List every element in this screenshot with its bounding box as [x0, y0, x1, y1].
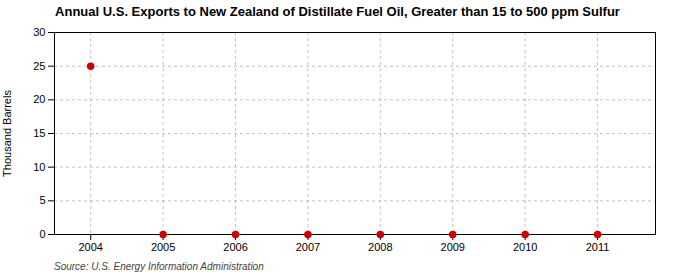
svg-text:15: 15: [33, 127, 45, 139]
svg-text:2011: 2011: [586, 241, 610, 253]
svg-text:2004: 2004: [78, 241, 102, 253]
svg-text:2009: 2009: [441, 241, 465, 253]
svg-text:2007: 2007: [296, 241, 320, 253]
svg-text:2006: 2006: [223, 241, 247, 253]
svg-text:25: 25: [33, 60, 45, 72]
html-text:Annual U.S. Exports to New Zea: Annual U.S. Exports to New Zealand of Di…: [55, 4, 620, 19]
svg-text:0: 0: [39, 228, 45, 240]
svg-text:2008: 2008: [368, 241, 392, 253]
svg-text:20: 20: [33, 93, 45, 105]
svg-text:10: 10: [33, 161, 45, 173]
svg-text:5: 5: [39, 194, 45, 206]
svg-text:Thousand Barrels: Thousand Barrels: [1, 90, 13, 177]
svg-text:2010: 2010: [513, 241, 537, 253]
svg-text:2005: 2005: [151, 241, 175, 253]
svg-text:30: 30: [33, 26, 45, 38]
html-text:Source: U.S. Energy Informatio: Source: U.S. Energy Information Administ…: [54, 261, 264, 272]
